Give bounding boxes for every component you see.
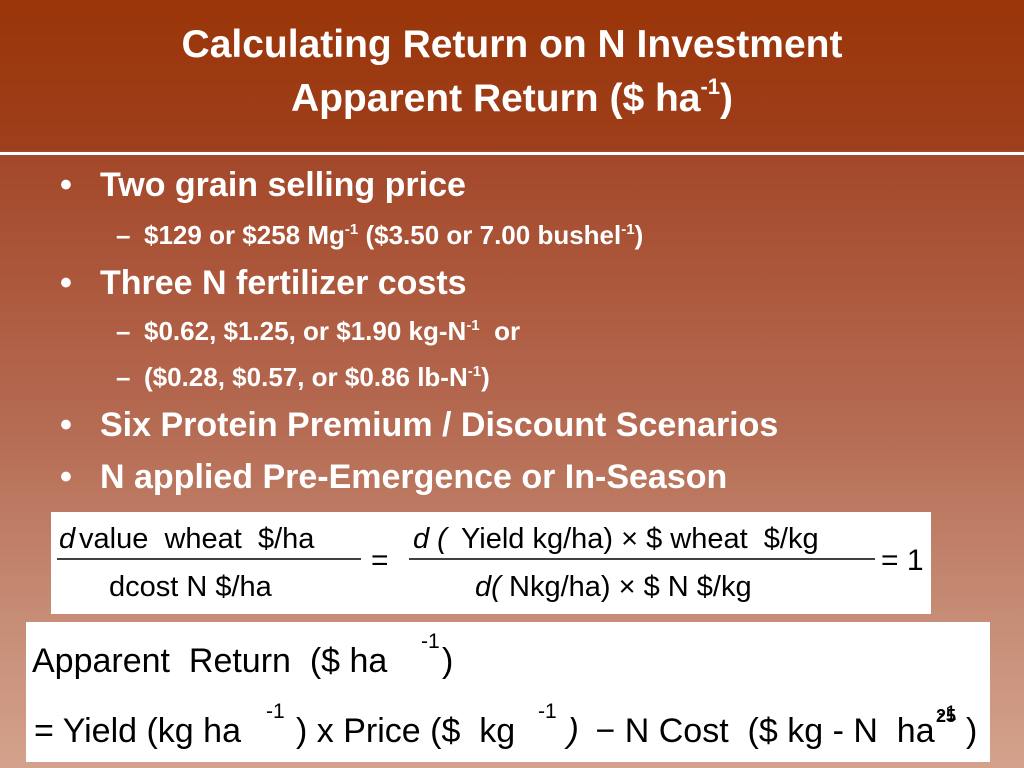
formula-line-2-price: ) x Price ($ kg <box>296 712 515 750</box>
rhs-denominator-d: d( <box>475 571 504 603</box>
lhs-numerator: value wheat $/ha <box>79 523 315 555</box>
sub-bullet-text: ($0.28, $0.57, or $0.86 lb-N <box>144 362 468 392</box>
rhs-denominator: Nkg/ha) × $ N $/kg <box>509 571 752 603</box>
bullet-item: • Two grain selling price <box>60 166 466 205</box>
bullet-dot-icon: • <box>60 264 72 302</box>
formula-sup-2: -1 <box>538 700 557 723</box>
equals-sign: = <box>371 544 389 577</box>
bullet-dot-icon: • <box>60 458 72 496</box>
bullet-text: Six Protein Premium / Discount Scenarios <box>100 406 779 444</box>
title-line-1: Calculating Return on N Investment <box>181 23 843 66</box>
formula-svg: Apparent Return ($ ha -1 ) = Yield (kg h… <box>32 630 977 750</box>
rhs-numerator: Yield kg/ha) × $ wheat $/kg <box>461 523 819 555</box>
rhs-numerator-d: d ( <box>413 523 450 555</box>
formula-line-1: Apparent Return ($ ha <box>32 642 387 680</box>
formula-close-paren: ) <box>558 712 579 750</box>
formula-sup-3: -1 <box>938 702 957 725</box>
formula-line-1-sup: -1 <box>421 630 440 653</box>
slide-title: Calculating Return on N Investment Appar… <box>0 18 1024 126</box>
sub-bullet-sup: -1 <box>467 363 482 380</box>
bullet-item: • Six Protein Premium / Discount Scenario… <box>60 406 778 445</box>
sub-bullet-item: – $0.62, $1.25, or $1.90 kg-N-1 or <box>116 316 520 347</box>
title-banner: Calculating Return on N Investment Appar… <box>0 0 1024 150</box>
sub-bullet-text: $129 or $258 Mg <box>144 220 345 250</box>
bullet-dot-icon: • <box>60 406 72 444</box>
title-line-2-end: ) <box>720 77 734 120</box>
bullet-item: • Three N fertilizer costs <box>60 264 467 303</box>
bullet-item: • N applied Pre-Emergence or In-Season <box>60 458 727 497</box>
lhs-numerator-d: d <box>59 523 76 555</box>
bullet-dash-icon: – <box>116 316 131 346</box>
sub-bullet-item: – $129 or $258 Mg-1 ($3.50 or 7.00 bushel… <box>116 220 643 251</box>
sub-bullet-sup: -1 <box>621 221 635 238</box>
bullet-dash-icon: – <box>116 220 131 250</box>
sub-bullet-text: or <box>479 316 521 346</box>
formula-line-1-end: ) <box>442 642 453 680</box>
bullet-text: Two grain selling price <box>100 166 466 204</box>
bullet-dot-icon: • <box>60 166 72 204</box>
sub-bullet-text: ) <box>634 220 644 250</box>
bullet-text: N applied Pre-Emergence or In-Season <box>100 458 728 496</box>
title-divider <box>0 152 1024 155</box>
sub-bullet-sup: -1 <box>344 221 359 238</box>
slide-number: 25 <box>936 706 956 726</box>
apparent-return-formula: Apparent Return ($ ha -1 ) = Yield (kg h… <box>26 622 990 762</box>
lhs-denominator: dcost N $/ha <box>109 571 273 603</box>
marginal-return-equation: d value wheat $/ha dcost N $/ha = d ( Yi… <box>51 512 931 614</box>
title-line-2-main: Apparent Return ($ ha <box>290 77 701 120</box>
sub-bullet-text: ) <box>481 362 490 392</box>
title-line-2: Apparent Return ($ ha-1) <box>0 72 1024 126</box>
formula-sup-1: -1 <box>266 700 285 723</box>
sub-bullet-text: ($3.50 or 7.00 bushel <box>358 220 622 250</box>
sub-bullet-text: $0.62, $1.25, or $1.90 kg-N <box>144 316 467 346</box>
sub-bullet-item: – ($0.28, $0.57, or $0.86 lb-N-1) <box>116 362 490 393</box>
equation-result: = 1 <box>881 544 924 577</box>
formula-line-2-end: ) <box>966 712 977 750</box>
bullet-text: Three N fertilizer costs <box>100 264 467 302</box>
title-line-2-sup: -1 <box>700 74 721 99</box>
sub-bullet-sup: -1 <box>466 317 480 334</box>
formula-line-2-yield: = Yield (kg ha <box>34 712 241 750</box>
equation-svg: d value wheat $/ha dcost N $/ha = d ( Yi… <box>57 523 924 603</box>
formula-line-2-ncost: − N Cost ($ kg - N ha <box>586 712 935 750</box>
bullet-dash-icon: – <box>116 362 131 392</box>
